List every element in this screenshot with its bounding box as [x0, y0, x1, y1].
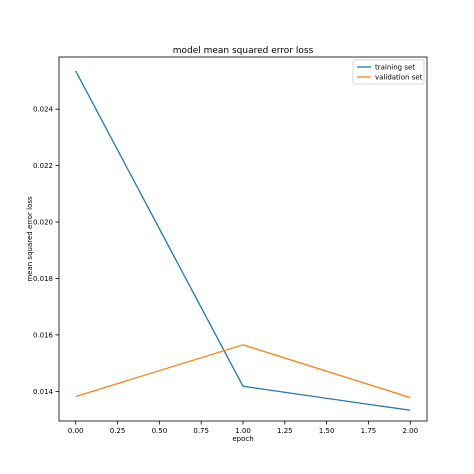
series-line-training-set	[75, 70, 411, 411]
x-tick-label: 1.25	[277, 427, 293, 435]
legend-entry: training set	[375, 64, 415, 72]
y-tick-label: 0.014	[33, 388, 54, 396]
legend-entry: validation set	[375, 74, 423, 82]
y-tick-label: 0.022	[33, 162, 53, 170]
x-tick-label: 0.00	[68, 427, 84, 435]
x-tick-label: 1.50	[319, 427, 335, 435]
y-tick-label: 0.024	[33, 106, 54, 114]
y-tick-label: 0.016	[33, 331, 54, 339]
x-tick-label: 1.75	[361, 427, 377, 435]
x-tick-label: 2.00	[402, 427, 418, 435]
x-tick-label: 0.25	[110, 427, 126, 435]
y-tick-label: 0.018	[33, 275, 53, 283]
x-axis-label: epoch	[232, 435, 253, 443]
y-axis-label: mean squared error loss	[26, 196, 34, 282]
x-tick-label: 1.00	[235, 427, 251, 435]
y-tick-label: 0.020	[33, 219, 53, 227]
legend: training set validation set	[352, 59, 425, 85]
x-tick-label: 0.50	[152, 427, 168, 435]
series-line-validation-set	[75, 344, 411, 399]
plot-frame	[58, 56, 428, 422]
chart-title: model mean squared error loss	[173, 46, 314, 56]
x-tick-label: 0.75	[193, 427, 209, 435]
legend-box	[352, 59, 425, 85]
